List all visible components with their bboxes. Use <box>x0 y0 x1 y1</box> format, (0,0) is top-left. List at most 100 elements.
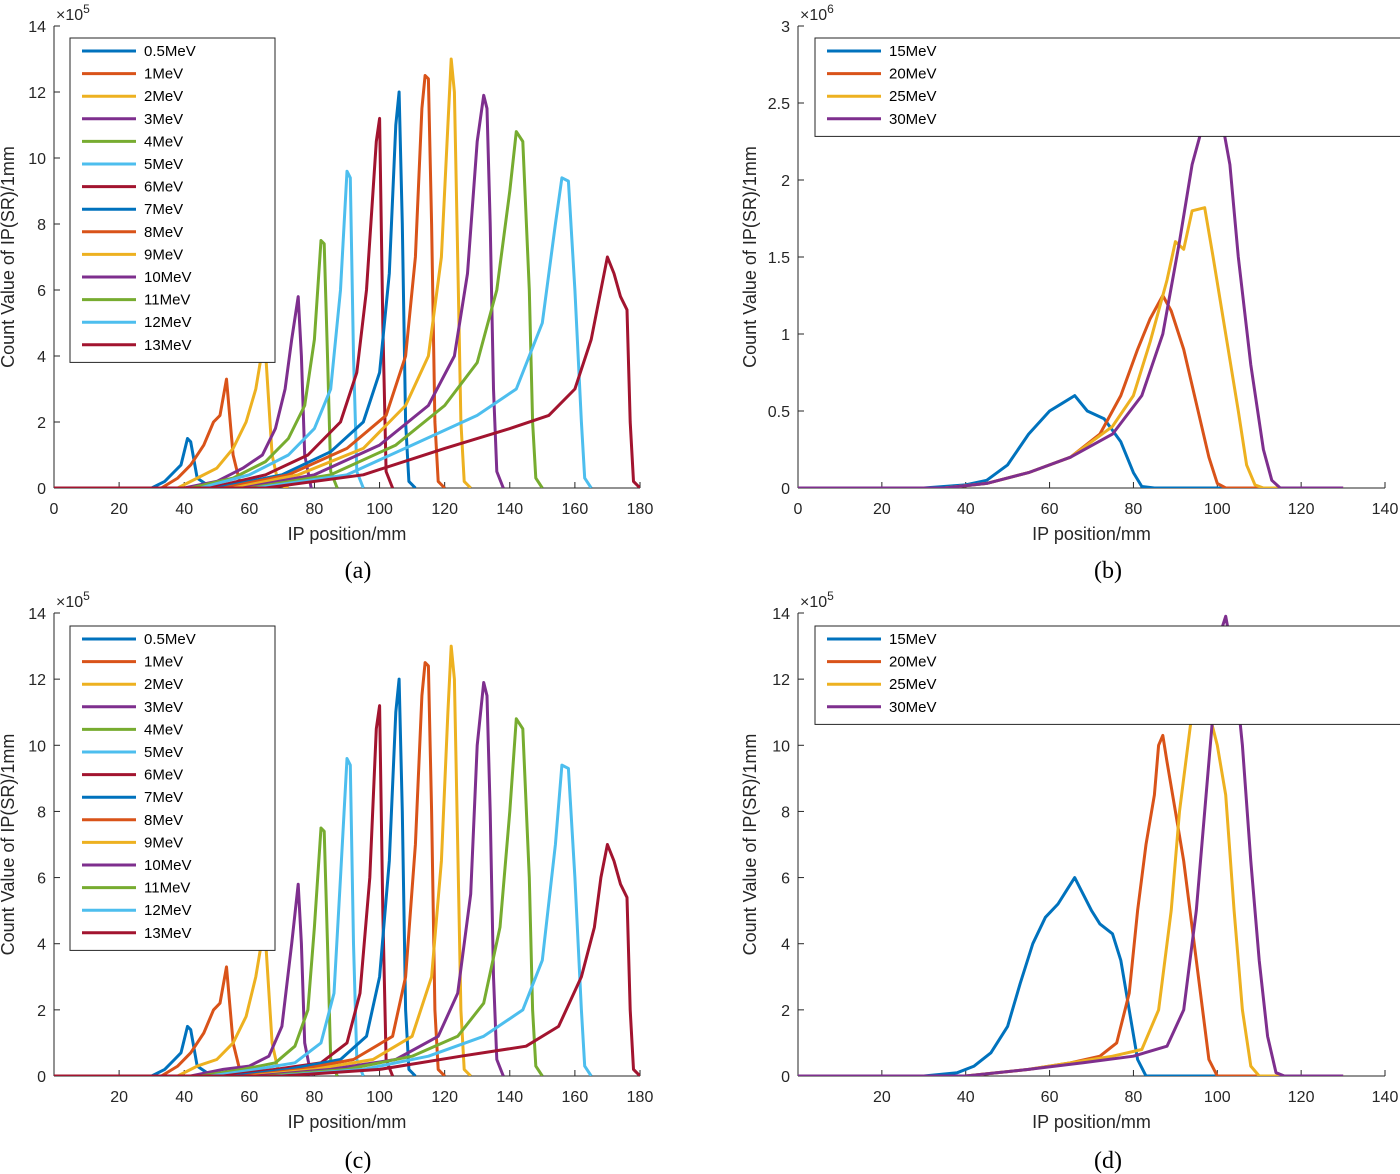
series-line <box>798 294 1344 488</box>
panel-label: (c) <box>345 1148 372 1174</box>
x-tick-label: 0 <box>794 501 803 518</box>
x-tick-label: 160 <box>562 1089 589 1106</box>
y-tick-label: 14 <box>28 606 46 623</box>
y-axis-label: Count Value of IP(SR)/1mm <box>0 734 18 956</box>
y-tick-label: 4 <box>37 937 46 954</box>
legend-box <box>69 37 276 363</box>
legend-entry: 9MeV <box>144 834 183 851</box>
legend-entry: 11MeV <box>144 292 190 309</box>
x-tick-label: 80 <box>306 1089 324 1106</box>
series-line <box>54 843 640 1076</box>
series-line <box>798 876 1344 1076</box>
x-tick-label: 40 <box>175 1089 193 1106</box>
x-axis-label: IP position/mm <box>1032 524 1151 544</box>
series-line <box>54 882 313 1076</box>
legend-entry: 13MeV <box>144 337 192 354</box>
y-multiplier-label: ×106 <box>800 2 834 24</box>
y-tick-label: 6 <box>781 871 790 888</box>
y-tick-label: 0.5 <box>768 404 790 421</box>
y-tick-label: 0 <box>781 1069 790 1086</box>
x-tick-label: 0 <box>50 501 59 518</box>
x-tick-label: 140 <box>496 1089 523 1106</box>
x-axis-label: IP position/mm <box>288 524 407 544</box>
y-tick-label: 8 <box>37 804 46 821</box>
x-tick-label: 100 <box>1204 1089 1231 1106</box>
x-tick-label: 60 <box>1041 501 1059 518</box>
legend-entry: 30MeV <box>889 699 937 716</box>
y-multiplier-label: ×105 <box>56 589 90 611</box>
legend-entry: 20MeV <box>889 654 937 671</box>
legend-entry: 15MeV <box>889 631 937 648</box>
legend-entry: 6MeV <box>144 767 183 784</box>
x-tick-label: 100 <box>366 501 393 518</box>
x-tick-label: 40 <box>957 1089 975 1106</box>
series-line <box>54 255 640 488</box>
legend-entry: 15MeV <box>889 43 937 60</box>
chart-panel: 0 20 40 60 80 100 120 140 0 0.5 1 1.5 2 2.5 3 ×106 IP po… <box>740 2 1400 584</box>
x-axis-label: IP position/mm <box>288 1112 407 1132</box>
x-tick-label: 140 <box>1372 1089 1399 1106</box>
series-line <box>54 57 472 488</box>
x-tick-label: 60 <box>240 1089 258 1106</box>
x-tick-label: 60 <box>1041 1089 1059 1106</box>
series-line <box>54 74 446 488</box>
x-tick-label: 180 <box>627 501 654 518</box>
legend-entry: 20MeV <box>889 66 937 83</box>
legend-entry: 10MeV <box>144 857 192 874</box>
x-tick-label: 40 <box>957 501 975 518</box>
legend-entry: 8MeV <box>144 224 183 241</box>
y-tick-label: 1.5 <box>768 250 790 267</box>
legend-entry: 25MeV <box>889 676 937 693</box>
x-tick-label: 120 <box>1288 1089 1315 1106</box>
legend-entry: 11MeV <box>144 880 190 897</box>
legend-entry: 10MeV <box>144 269 192 286</box>
y-axis-label: Count Value of IP(SR)/1mm <box>740 146 760 368</box>
panel-label: (a) <box>345 558 372 584</box>
y-tick-label: 2 <box>37 415 46 432</box>
series-line <box>54 377 251 488</box>
legend-entry: 5MeV <box>144 156 183 173</box>
y-tick-label: 10 <box>772 738 790 755</box>
y-multiplier-label: ×105 <box>56 2 90 24</box>
series-line <box>54 169 365 488</box>
legend-entry: 1MeV <box>144 654 183 671</box>
y-tick-label: 6 <box>37 283 46 300</box>
legend-entry: 4MeV <box>144 721 183 738</box>
series-line <box>798 394 1344 488</box>
legend-entry: 30MeV <box>889 111 937 128</box>
series-line <box>54 661 446 1076</box>
legend-entry: 3MeV <box>144 111 183 128</box>
series-line <box>798 101 1344 488</box>
x-axis-label: IP position/mm <box>1032 1112 1151 1132</box>
legend-entry: 2MeV <box>144 88 183 105</box>
series-line <box>54 763 593 1076</box>
legend-box <box>69 625 276 951</box>
series-line <box>54 347 289 488</box>
y-tick-label: 3 <box>781 19 790 36</box>
x-tick-label: 20 <box>873 1089 891 1106</box>
y-tick-label: 4 <box>37 349 46 366</box>
x-tick-label: 60 <box>240 501 258 518</box>
y-tick-label: 0 <box>37 1069 46 1086</box>
chart-panel: 20 40 60 80 100 120 140 0 2 4 6 8 10 12 14 ×105 IP posit… <box>740 589 1400 1174</box>
series-line <box>54 437 218 488</box>
chart-panel: 20 40 60 80 100 120 140 160 180 0 2 4 6 8 10 12 14 ×105 IP… <box>0 589 653 1174</box>
y-tick-label: 2 <box>781 1003 790 1020</box>
x-tick-label: 100 <box>1204 501 1231 518</box>
x-tick-label: 120 <box>431 501 458 518</box>
legend-entry: 13MeV <box>144 925 192 942</box>
series-line <box>54 965 251 1076</box>
legend-box <box>814 625 1400 725</box>
panel-label: (b) <box>1094 558 1122 584</box>
legend-entry: 7MeV <box>144 201 183 218</box>
x-tick-label: 100 <box>366 1089 393 1106</box>
y-tick-label: 0 <box>37 481 46 498</box>
y-tick-label: 14 <box>28 19 46 36</box>
x-tick-label: 140 <box>1372 501 1399 518</box>
legend-entry: 4MeV <box>144 133 183 150</box>
x-tick-label: 160 <box>562 501 589 518</box>
legend-entry: 6MeV <box>144 179 183 196</box>
legend-box <box>814 37 1400 137</box>
y-tick-label: 1 <box>781 327 790 344</box>
